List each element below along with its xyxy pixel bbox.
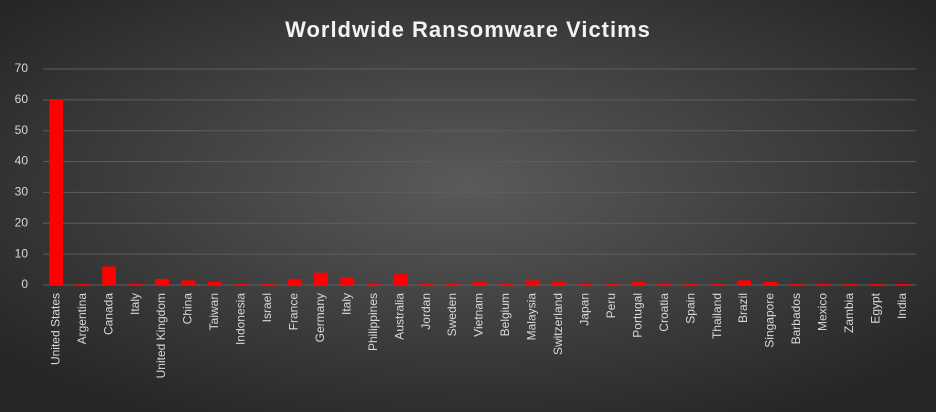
bar: [869, 284, 884, 285]
x-tick-label: Zambia: [842, 293, 856, 333]
x-tick-label: Taiwan: [207, 293, 221, 330]
bar: [895, 284, 910, 285]
x-tick-label: Malaysia: [525, 293, 539, 341]
bar: [578, 284, 593, 285]
x-tick-label: China: [181, 293, 195, 325]
bar: [631, 281, 646, 285]
x-tick-label: Spain: [683, 293, 697, 324]
bar: [208, 281, 222, 285]
x-tick-label: Vietnam: [472, 293, 486, 337]
bar: [128, 284, 143, 285]
x-tick-label: Portugal: [630, 293, 644, 338]
bar: [49, 99, 64, 285]
bar: [604, 284, 619, 285]
bar: [340, 277, 355, 285]
y-tick-label: 30: [15, 185, 29, 199]
x-tick-label: Egypt: [868, 292, 882, 323]
x-tick-label: Belgium: [498, 293, 512, 336]
bar: [790, 284, 804, 285]
bar: [234, 284, 249, 285]
x-tick-label: Jordan: [419, 293, 433, 330]
x-tick-label: Canada: [101, 293, 115, 335]
bar: [287, 278, 302, 285]
bar: [710, 284, 725, 285]
bar: [260, 284, 275, 285]
y-tick-label: 60: [15, 92, 29, 106]
x-tick-label: France: [286, 293, 300, 331]
x-tick-label: United States: [48, 293, 62, 365]
x-tick-label: Israel: [260, 293, 274, 322]
bar: [75, 284, 90, 285]
x-tick-label: Mexico: [816, 293, 830, 331]
bar: [816, 284, 831, 285]
bar: [393, 274, 408, 285]
x-tick-label: Thailand: [710, 293, 724, 339]
x-tick-label: Croatia: [657, 293, 671, 332]
bar: [842, 284, 857, 285]
y-tick-label: 10: [15, 246, 29, 260]
bar: [657, 284, 672, 285]
bar: [313, 272, 328, 285]
bar: [763, 281, 778, 285]
bar: [551, 281, 566, 285]
bar: [155, 278, 169, 285]
y-tick-label: 0: [21, 277, 28, 291]
bar: [525, 280, 540, 285]
bar: [472, 281, 487, 285]
y-tick-label: 70: [15, 61, 29, 75]
x-tick-label: India: [895, 293, 909, 319]
bar: [102, 266, 117, 285]
bar: [366, 284, 381, 285]
x-tick-label: Indonesia: [234, 293, 248, 345]
chart-title: Worldwide Ransomware Victims: [285, 17, 651, 42]
x-tick-label: Switzerland: [551, 293, 565, 355]
bar: [181, 280, 196, 285]
x-tick-label: Japan: [577, 293, 591, 326]
x-tick-label: Argentina: [75, 293, 89, 345]
x-tick-label: Philippines: [366, 293, 380, 351]
x-tick-label: Italy: [339, 293, 353, 315]
y-tick-label: 20: [15, 215, 29, 229]
x-tick-label: Singapore: [763, 293, 777, 348]
x-tick-label: Barbados: [789, 293, 803, 344]
bar: [499, 284, 513, 285]
bar: [419, 284, 434, 285]
bar: [446, 284, 460, 285]
x-tick-label: Italy: [128, 293, 142, 315]
x-tick-label: Sweden: [445, 293, 459, 336]
x-tick-label: Germany: [313, 293, 327, 342]
y-tick-label: 40: [15, 154, 29, 168]
x-tick-label: Peru: [604, 293, 618, 318]
x-tick-label: United Kingdom: [154, 293, 168, 378]
x-tick-label: Brazil: [736, 293, 750, 323]
x-tick-label: Australia: [392, 293, 406, 340]
bar: [684, 284, 699, 285]
y-tick-label: 50: [15, 123, 29, 137]
bar: [737, 280, 751, 285]
